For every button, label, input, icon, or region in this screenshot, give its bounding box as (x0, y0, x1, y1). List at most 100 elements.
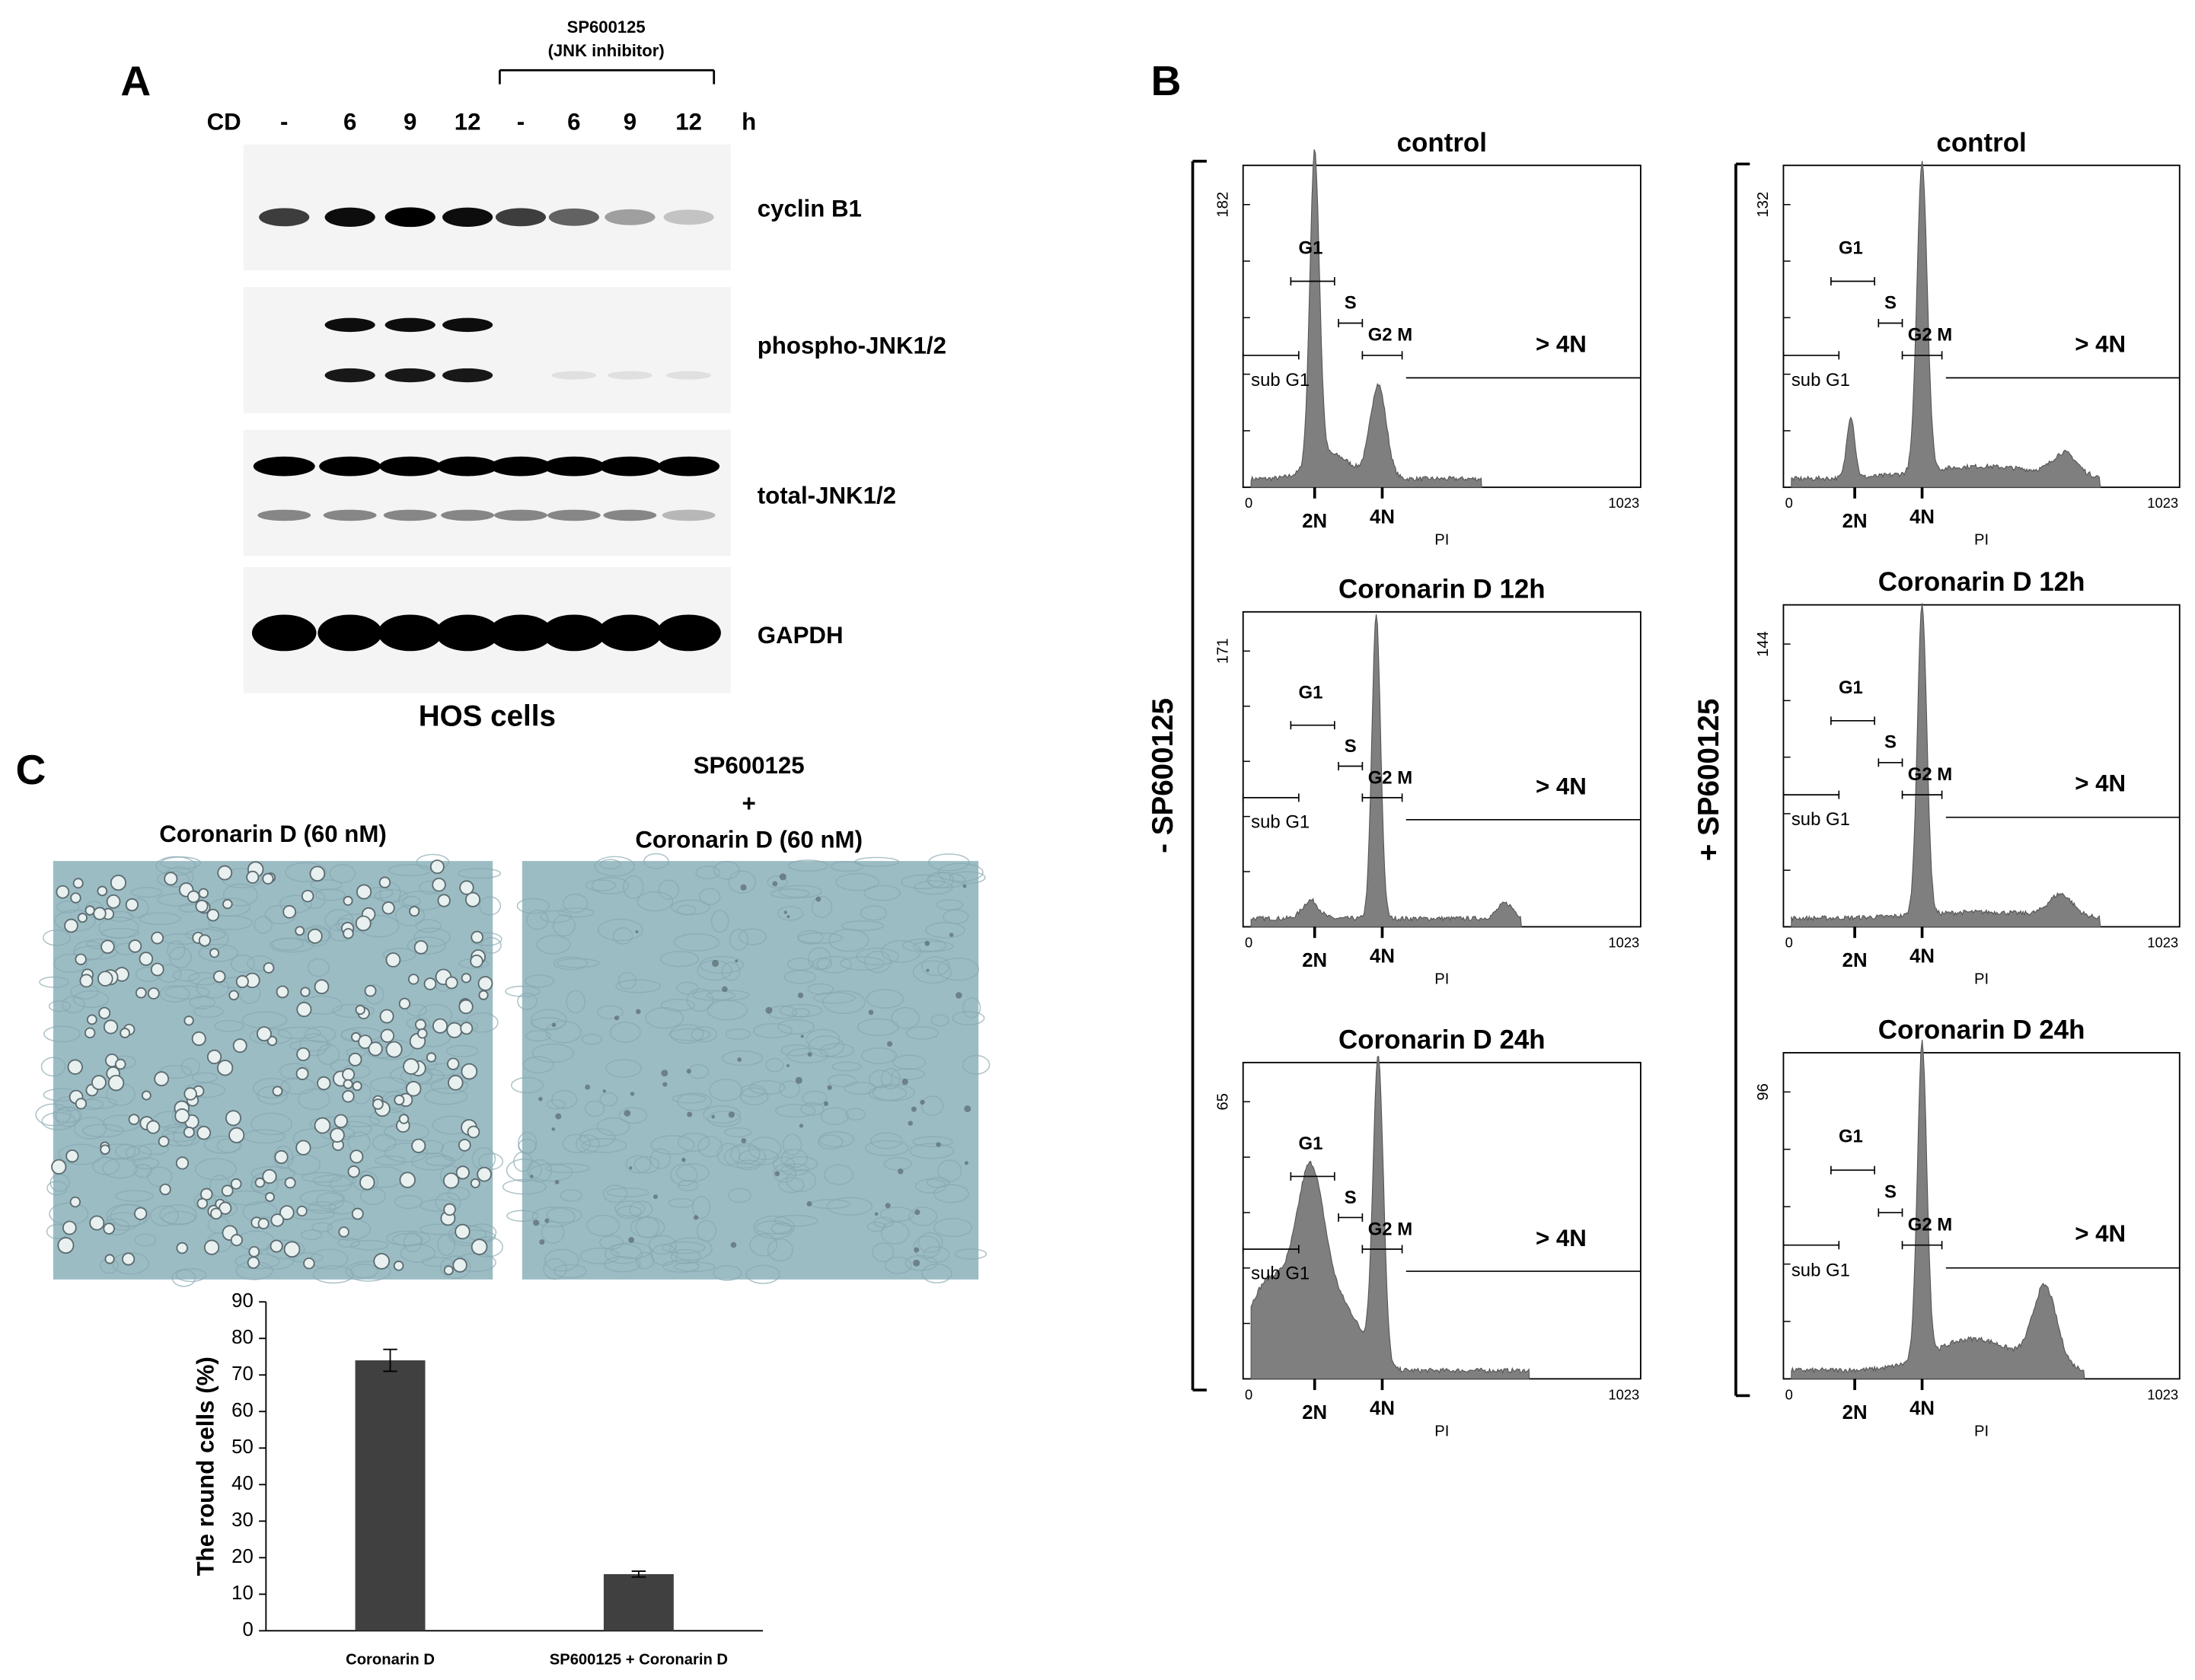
round-cell (100, 939, 115, 955)
round-cell (198, 934, 212, 947)
band (379, 456, 442, 477)
round-cell (183, 1015, 194, 1026)
lane-label: - (280, 108, 288, 135)
debris (799, 1124, 804, 1128)
cell-texture (522, 1056, 554, 1073)
cell-texture (312, 1265, 355, 1284)
group-label: - SP600125 (1147, 698, 1179, 853)
cell-texture (134, 1233, 157, 1247)
round-cell (64, 918, 78, 933)
debris (741, 1138, 747, 1143)
round-cell (225, 1110, 241, 1127)
gate-label: G2 M (1368, 325, 1412, 346)
cell-texture (623, 875, 644, 899)
cell-texture (927, 1177, 950, 1188)
cell-texture (872, 1242, 895, 1263)
cell-texture (478, 1152, 504, 1170)
round-cell (338, 1226, 349, 1238)
cell-texture (125, 1145, 152, 1161)
round-cell (257, 1217, 270, 1230)
debris (823, 1101, 829, 1106)
cell-texture (72, 990, 110, 1009)
plot-title: Coronarin D 24h (1878, 1015, 2085, 1045)
round-cell (296, 1205, 308, 1217)
cell-texture (672, 1094, 707, 1104)
round-cell (314, 979, 330, 995)
round-cell (394, 1095, 405, 1106)
cell-texture (636, 891, 674, 912)
band (384, 317, 435, 333)
cell-texture (506, 1159, 542, 1182)
debris (555, 1113, 562, 1120)
round-cell (85, 905, 95, 916)
gate-label: G1 (1839, 1127, 1863, 1147)
round-cell (368, 1041, 383, 1057)
round-cell (470, 954, 483, 968)
gate-label: sub G1 (1251, 370, 1310, 391)
cell-texture (678, 1179, 699, 1191)
x-axis-label: PI (1974, 971, 1989, 988)
cell-texture (765, 1057, 784, 1073)
cell-texture (375, 1155, 407, 1166)
band (598, 614, 662, 652)
cell-texture (149, 1205, 179, 1227)
cell-texture (105, 1212, 141, 1231)
cell-texture (635, 1216, 660, 1238)
cell-texture (207, 915, 253, 930)
cell-texture (46, 1181, 68, 1196)
round-cell (432, 878, 446, 892)
cell-texture (739, 1084, 766, 1098)
cell-texture (599, 1092, 618, 1107)
round-cell (183, 1126, 195, 1138)
band (384, 207, 435, 228)
cell-texture (806, 1028, 841, 1050)
lane-label: 12 (675, 108, 702, 135)
cell-texture (864, 950, 892, 974)
round-cell (307, 928, 323, 944)
cell-texture (98, 917, 139, 939)
cell-texture (864, 1140, 910, 1156)
round-cell (114, 1058, 126, 1070)
cell-texture (247, 955, 273, 972)
cell-texture (374, 889, 409, 903)
cell-texture (869, 1070, 893, 1089)
round-cell (342, 1068, 356, 1082)
cell-texture (552, 914, 576, 937)
round-cell (303, 1257, 315, 1270)
round-cell (414, 1019, 426, 1031)
band (490, 456, 552, 477)
cell-texture (55, 1106, 81, 1127)
cell-texture (618, 971, 636, 990)
plot-frame (1782, 164, 2181, 489)
debris (538, 1096, 543, 1101)
cell-texture (544, 1248, 579, 1272)
round-cell (447, 1057, 460, 1070)
round-cell (135, 987, 147, 999)
cell-texture (954, 1248, 987, 1260)
cell-texture (327, 1218, 372, 1241)
cell-texture (827, 1074, 857, 1088)
debris (533, 1219, 540, 1226)
gate-label: S (1884, 292, 1897, 313)
cell-texture (930, 1014, 949, 1027)
cell-texture (581, 1033, 603, 1045)
debris (711, 1114, 715, 1119)
gate-label: G2 M (1908, 764, 1952, 785)
cell-texture (699, 888, 721, 906)
cell-texture (594, 856, 635, 877)
round-cell (359, 1175, 375, 1191)
cell-texture (502, 1178, 547, 1195)
debris (911, 1106, 917, 1112)
cell-texture (716, 1143, 741, 1166)
round-cell (265, 1192, 275, 1202)
cell-texture (831, 1061, 862, 1072)
debris (693, 1215, 699, 1220)
cell-texture (216, 1138, 241, 1153)
cell-texture (369, 1076, 407, 1093)
cell-texture (668, 1197, 694, 1208)
cell-texture (271, 937, 304, 951)
band (257, 509, 311, 521)
cell-texture (169, 946, 192, 969)
cell-texture (856, 947, 899, 966)
debris (926, 968, 930, 972)
